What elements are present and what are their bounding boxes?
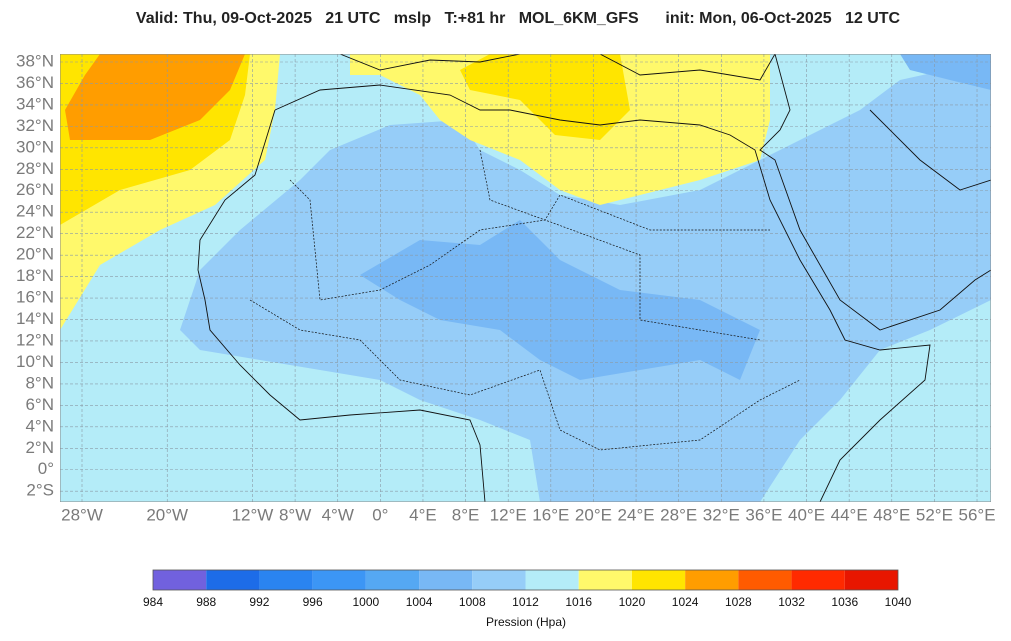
- coastline: [339, 54, 521, 71]
- map-field: [60, 54, 991, 502]
- colorbar-swatch: [525, 570, 579, 590]
- colorbar-frame: [152, 569, 899, 591]
- lat-label: 34°N: [16, 94, 54, 113]
- border: [289, 179, 761, 341]
- colorbar-swatch: [419, 570, 473, 590]
- lat-label: 28°N: [16, 159, 54, 178]
- lon-label: 8°E: [452, 505, 480, 524]
- lat-label: 0°: [38, 459, 54, 478]
- coastline: [197, 109, 486, 502]
- coastline: [599, 54, 776, 81]
- border: [479, 149, 770, 231]
- map-axes: 38°N 36°N 34°N 32°N 30°N 28°N 26°N 24°N 22°N 20°N…: [16, 51, 996, 524]
- lon-label: 20°E: [575, 505, 612, 524]
- lon-label: 28°W: [61, 505, 103, 524]
- lon-label: 12°E: [490, 505, 527, 524]
- lon-label: 0°: [372, 505, 388, 524]
- colorbar-tick-label: 992: [249, 595, 269, 609]
- lat-label: 36°N: [16, 73, 54, 92]
- colorbar-tick-label: 1012: [512, 595, 539, 609]
- colorbar-tick-label: 984: [143, 595, 163, 609]
- colorbar-swatch: [685, 570, 739, 590]
- colorbar-tick-label: 1020: [619, 595, 646, 609]
- lon-label: 40°E: [788, 505, 825, 524]
- field-1020: [460, 54, 630, 140]
- colorbar-swatch: [206, 570, 260, 590]
- lon-label: 36°E: [745, 505, 782, 524]
- lon-label: 4°W: [322, 505, 354, 524]
- colorbar-swatch: [472, 570, 526, 590]
- lat-label: 20°N: [16, 245, 54, 264]
- border: [249, 299, 801, 451]
- lat-label: 32°N: [16, 116, 54, 135]
- colorbar-tick-label: 1000: [353, 595, 380, 609]
- lat-label: 2°N: [25, 438, 54, 457]
- field-1024: [65, 54, 245, 140]
- lat-label: 10°N: [16, 352, 54, 371]
- lat-label: 30°N: [16, 137, 54, 156]
- lon-label: 16°E: [532, 505, 569, 524]
- lon-label: 32°E: [703, 505, 740, 524]
- colorbar-swatch: [738, 570, 792, 590]
- lon-label: 48°E: [873, 505, 910, 524]
- lat-label: 18°N: [16, 266, 54, 285]
- lat-label: 38°N: [16, 51, 54, 70]
- lon-label: 28°E: [660, 505, 697, 524]
- coastline: [869, 109, 991, 191]
- colorbar-swatch: [791, 570, 845, 590]
- field-1004: [360, 220, 760, 380]
- colorbar-tick-label: 996: [303, 595, 323, 609]
- lat-label: 12°N: [16, 330, 54, 349]
- coastline: [759, 54, 991, 331]
- coastline: [274, 84, 931, 502]
- colorbar-tick-label: 1024: [672, 595, 699, 609]
- lon-label: 52°E: [916, 505, 953, 524]
- colorbar-tick-label: 1008: [459, 595, 486, 609]
- lat-label: 26°N: [16, 180, 54, 199]
- lat-label: 14°N: [16, 309, 54, 328]
- colorbar-tick-label: 1032: [778, 595, 805, 609]
- lat-label: 8°N: [25, 373, 54, 392]
- colorbar-label: Pression (Hpa): [486, 615, 566, 629]
- colorbar-tick-label: 1028: [725, 595, 752, 609]
- lon-label: 20°W: [146, 505, 188, 524]
- colorbar-tick-label: 1040: [885, 595, 912, 609]
- colorbar-tick-label: 1004: [406, 595, 433, 609]
- lat-label: 16°N: [16, 288, 54, 307]
- colorbar-tick-label: 1036: [831, 595, 858, 609]
- field-1004: [900, 54, 991, 90]
- colorbar-swatch: [312, 570, 366, 590]
- lon-label: 4°E: [409, 505, 437, 524]
- colorbar-swatch: [259, 570, 313, 590]
- colorbar-swatch: [365, 570, 420, 590]
- map-title: Valid: Thu, 09-Oct-2025 21 UTC mslp T:+8…: [136, 10, 901, 27]
- lat-label: 22°N: [16, 223, 54, 242]
- lon-label: 44°E: [831, 505, 868, 524]
- lon-label: 56°E: [958, 505, 995, 524]
- colorbar-swatch: [631, 570, 686, 590]
- colorbar-swatch: [153, 570, 207, 590]
- lon-label: 8°W: [279, 505, 311, 524]
- lon-label: 12°W: [232, 505, 274, 524]
- lat-label: 24°N: [16, 202, 54, 221]
- colorbar-swatch: [578, 570, 632, 590]
- lon-label: 24°E: [618, 505, 655, 524]
- lat-label: 6°N: [25, 395, 54, 414]
- lat-label: 2°S: [26, 481, 54, 500]
- colorbar: 984 988 992 996 1000 1004 1008 1012 1016 1020 1024…: [143, 569, 912, 609]
- lat-label: 4°N: [25, 416, 54, 435]
- colorbar-tick-label: 988: [196, 595, 216, 609]
- colorbar-swatch: [844, 570, 898, 590]
- colorbar-tick-label: 1016: [565, 595, 592, 609]
- graticule: [60, 54, 991, 502]
